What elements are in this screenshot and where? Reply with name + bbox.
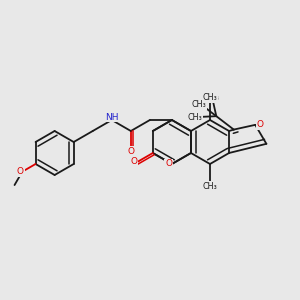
Text: O: O xyxy=(130,157,137,166)
Text: CH₃: CH₃ xyxy=(202,182,217,191)
Text: O: O xyxy=(165,160,172,169)
Text: NH: NH xyxy=(105,112,119,122)
Text: O: O xyxy=(127,147,134,156)
Text: CH₃: CH₃ xyxy=(188,112,202,122)
Text: CH₃: CH₃ xyxy=(202,93,217,102)
Text: CH₃: CH₃ xyxy=(192,100,207,109)
Text: O: O xyxy=(17,167,24,176)
Text: CH₃: CH₃ xyxy=(204,93,219,102)
Text: O: O xyxy=(257,120,264,129)
